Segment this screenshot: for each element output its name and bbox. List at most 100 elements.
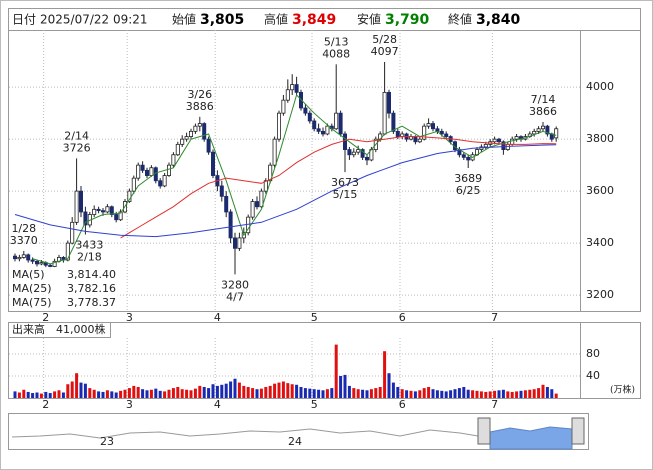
candle-body: [193, 125, 198, 132]
annotation-date: 5/28: [372, 33, 397, 46]
candle-body: [39, 262, 44, 265]
volume-bar: [97, 391, 101, 398]
candle-body: [281, 99, 286, 114]
volume-bar: [457, 388, 461, 398]
annotation-price: 3866: [529, 105, 557, 118]
volume-bar: [268, 385, 272, 398]
candle-body: [272, 138, 277, 166]
volume-bar: [523, 390, 527, 398]
candle-body: [105, 206, 110, 213]
candle-body: [466, 156, 471, 161]
header-value: 3,849: [292, 12, 336, 28]
candle-body: [109, 206, 114, 215]
legend-value: 3,778.37: [67, 296, 116, 309]
header-value: 3,805: [200, 12, 244, 28]
candle-body: [439, 130, 444, 135]
volume-bar: [22, 389, 26, 398]
header-label: 終値: [448, 12, 472, 27]
annotation-price: 3689: [454, 172, 482, 185]
volume-bar: [229, 381, 233, 398]
candle-body: [536, 128, 541, 132]
header-label: 安値: [357, 12, 381, 27]
candle-body: [496, 138, 501, 143]
volume-bar: [325, 389, 329, 398]
volume-bar: [79, 382, 83, 398]
candle-body: [307, 112, 312, 122]
navigator-label: 23: [100, 435, 114, 448]
volume-bar: [449, 390, 453, 398]
volume-bar: [532, 389, 536, 398]
y-tick-label: 3800: [586, 132, 614, 145]
volume-bar: [347, 385, 351, 398]
navigator-handle[interactable]: [571, 417, 585, 445]
candle-body: [263, 180, 268, 192]
candle-body: [175, 143, 180, 156]
volume-bar: [224, 383, 228, 398]
volume-bar: [550, 389, 554, 398]
navigator-handle[interactable]: [477, 417, 491, 445]
candle-body: [303, 107, 308, 114]
annotation-date: 3/26: [187, 88, 212, 101]
x-tick-label: 2: [42, 398, 49, 411]
candle-body: [391, 112, 396, 132]
annotation-date: 7/14: [531, 93, 556, 106]
volume-bar: [176, 386, 180, 398]
volume-bar: [488, 391, 492, 398]
volume-bar: [114, 392, 118, 398]
candle-body: [202, 123, 207, 140]
annotation-price: 3673: [331, 176, 359, 189]
annotation-date: 1/28: [11, 222, 36, 235]
annotation-price: 4097: [371, 45, 399, 58]
candle-body: [35, 260, 40, 265]
volume-bar: [233, 378, 237, 398]
volume-bar: [101, 391, 105, 398]
legend-value: 3,782.16: [67, 282, 116, 295]
candle-body: [360, 149, 365, 158]
x-tick-label: 7: [491, 398, 498, 411]
volume-bar: [123, 389, 127, 398]
candle-body: [232, 237, 237, 249]
candle-body: [347, 149, 352, 156]
volume-bar: [92, 389, 96, 398]
candle-body: [65, 242, 70, 261]
volume-bar: [61, 392, 65, 398]
volume-bar: [471, 390, 475, 398]
candle-body: [237, 237, 242, 249]
volume-bar: [453, 389, 457, 398]
x-tick-label: 4: [214, 311, 221, 324]
volume-bar: [167, 389, 171, 398]
x-tick-label: 7: [491, 311, 498, 324]
volume-bar: [334, 344, 338, 398]
candle-body: [206, 138, 211, 153]
volume-bar: [110, 391, 114, 398]
volume-bar: [431, 389, 435, 398]
candle-body: [30, 259, 35, 262]
volume-bar: [189, 390, 193, 398]
volume-bar: [237, 382, 241, 398]
volume-bar: [44, 391, 48, 398]
candle-body: [338, 112, 343, 135]
candle-body: [144, 169, 149, 176]
x-tick-label: 5: [311, 398, 318, 411]
candle-body: [382, 91, 387, 135]
candle-body: [444, 133, 449, 137]
candle-body: [501, 141, 506, 150]
candle-body: [422, 125, 427, 140]
volume-bar: [312, 389, 316, 398]
candle-body: [197, 123, 202, 127]
volume-bar: [119, 390, 123, 398]
candle-body: [131, 177, 136, 192]
candle-body: [210, 151, 215, 176]
candle-body: [92, 208, 97, 215]
volume-bar: [35, 392, 39, 398]
header-label: 始値: [172, 12, 196, 27]
volume-bar: [308, 388, 312, 398]
annotation-date: 2/18: [77, 251, 102, 264]
candle-body: [386, 91, 391, 114]
volume-bar: [554, 393, 558, 398]
candle-body: [342, 133, 347, 150]
volume-bar: [391, 382, 395, 398]
volume-bar: [141, 389, 145, 398]
header-value: 3,840: [476, 12, 521, 28]
